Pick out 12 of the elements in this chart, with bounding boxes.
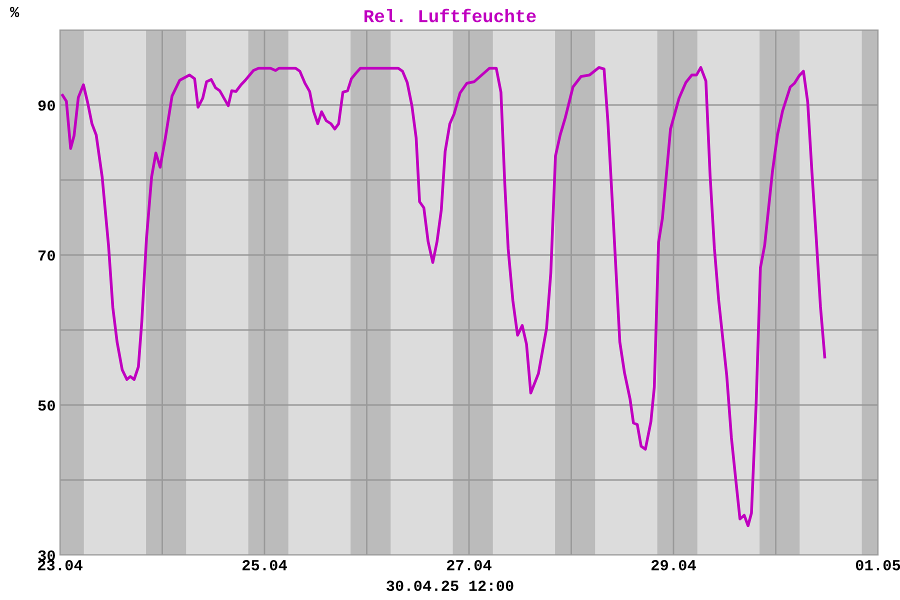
y-tick-label: 70 — [38, 250, 55, 261]
x-tick-label: 27.04 — [446, 560, 492, 570]
x-tick-label: 23.04 — [38, 560, 82, 570]
x-tick-label: 01.05 — [856, 560, 900, 570]
x-tick-label: 29.04 — [651, 560, 696, 570]
y-tick-label: 50 — [38, 400, 55, 411]
y-tick-label: 90 — [38, 100, 55, 111]
text: 30.04.25 12:00 — [386, 580, 514, 591]
x-tick-label: 25.04 — [242, 560, 287, 570]
y-axis-title: % — [10, 6, 20, 18]
y-tick-label: 30 — [38, 550, 55, 561]
chart-title: Rel. Luftfeuchte — [364, 8, 536, 22]
